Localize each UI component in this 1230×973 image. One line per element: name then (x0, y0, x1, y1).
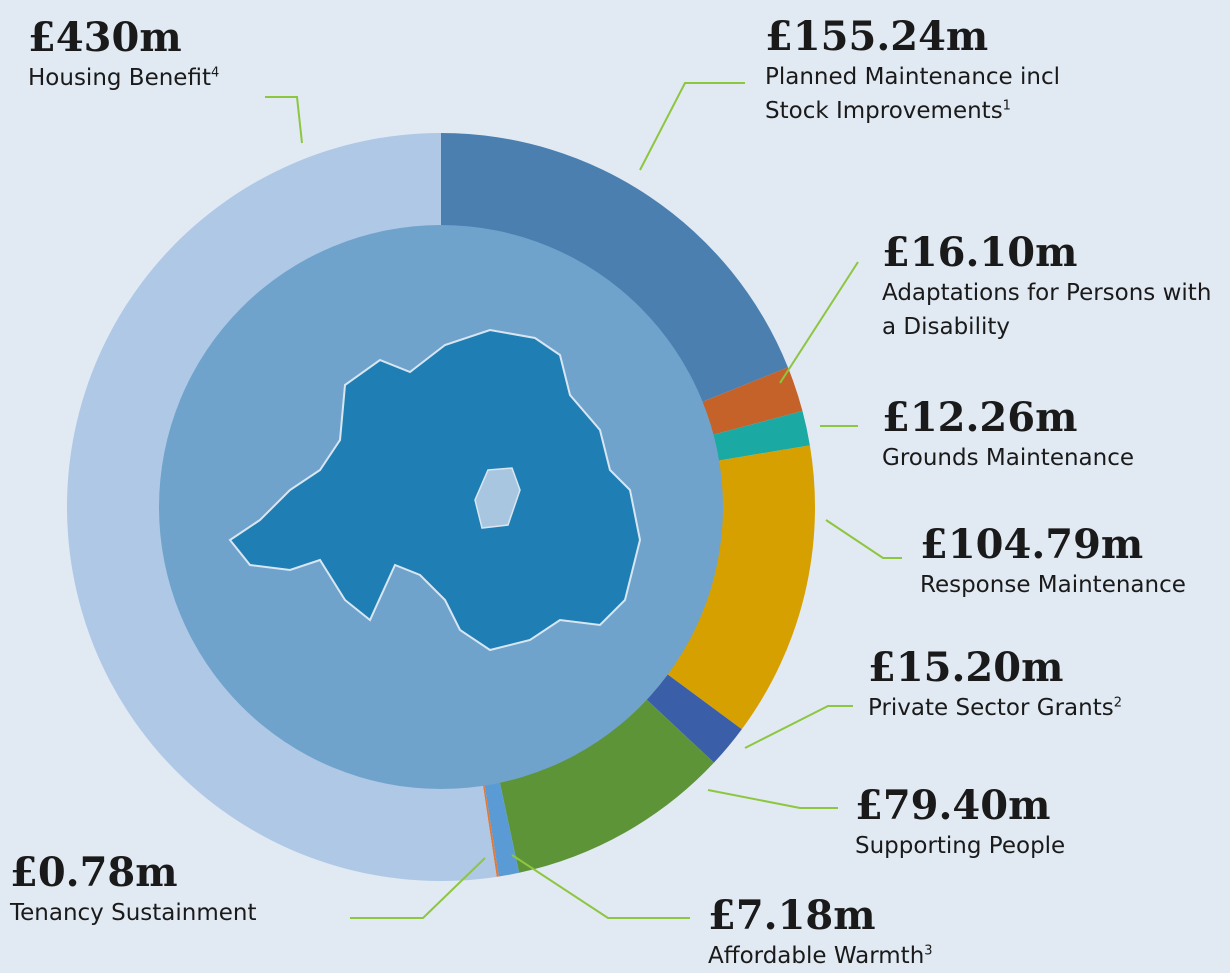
category-label: Adaptations for Persons with a Disabilit… (882, 276, 1212, 344)
slice (700, 367, 803, 436)
category-name: Adaptations for Persons with a Disabilit… (882, 280, 1212, 340)
value-label: £7.18m (708, 892, 876, 939)
donut (67, 133, 815, 881)
category-label: Supporting People (855, 829, 1185, 863)
label: £104.79m Response Maintenance (920, 522, 1230, 602)
category-label: Private Sector Grants2 (868, 691, 1198, 725)
category-name: Planned Maintenance incl Stock Improveme… (765, 64, 1061, 124)
value-label: £16.10m (882, 229, 1078, 276)
leader-line (265, 96, 303, 144)
category-label: Planned Maintenance incl Stock Improveme… (765, 60, 1125, 128)
category-name: Housing Benefit (28, 65, 211, 91)
label: £15.20m Private Sector Grants2 (868, 645, 1198, 725)
slice (711, 411, 810, 461)
label: £16.10m Adaptations for Persons with a Di… (882, 230, 1212, 344)
category-label: Tenancy Sustainment (10, 896, 340, 930)
leader-line (744, 705, 853, 749)
slice (645, 673, 742, 763)
category-name: Affordable Warmth (708, 943, 925, 969)
label: £79.40m Supporting People (855, 783, 1185, 863)
footnote: 4 (210, 65, 220, 81)
category-label: Grounds Maintenance (882, 441, 1212, 475)
label: £0.78m Tenancy Sustainment (10, 850, 340, 930)
slice (67, 133, 497, 881)
category-name: Supporting People (855, 833, 1066, 859)
footnote: 2 (1113, 695, 1122, 711)
value-label: £430m (28, 14, 182, 61)
footnote: 1 (1002, 98, 1011, 114)
slice (666, 445, 815, 730)
category-label: Affordable Warmth3 (708, 939, 1038, 973)
lough (474, 467, 521, 529)
value-label: £12.26m (882, 394, 1078, 441)
leader-line (639, 82, 745, 171)
slice (484, 780, 520, 877)
leader-line (707, 789, 838, 809)
category-label: Housing Benefit4 (28, 61, 358, 95)
label: £7.18m Affordable Warmth3 (708, 893, 1038, 973)
leader-line (825, 519, 902, 559)
slice (441, 133, 788, 403)
label: £12.26m Grounds Maintenance (882, 395, 1212, 475)
category-name: Grounds Maintenance (882, 445, 1135, 471)
value-label: £104.79m (920, 521, 1144, 568)
category-name: Tenancy Sustainment (10, 900, 257, 926)
category-name: Response Maintenance (920, 572, 1186, 598)
footnote: 3 (924, 943, 933, 959)
category-name: Private Sector Grants (868, 695, 1114, 721)
leader-line (350, 857, 486, 919)
label: £155.24m Planned Maintenance incl Stock I… (765, 14, 1125, 128)
map (228, 328, 642, 652)
value-label: £15.20m (868, 644, 1064, 691)
leader-lines (265, 82, 902, 919)
value-label: £0.78m (10, 849, 178, 896)
value-label: £155.24m (765, 13, 989, 60)
leader-line (511, 854, 690, 919)
category-label: Response Maintenance (920, 568, 1230, 602)
slice (499, 698, 714, 873)
value-label: £79.40m (855, 782, 1051, 829)
leader-line (779, 261, 859, 384)
label: £430m Housing Benefit4 (28, 15, 358, 95)
slice (482, 783, 499, 877)
